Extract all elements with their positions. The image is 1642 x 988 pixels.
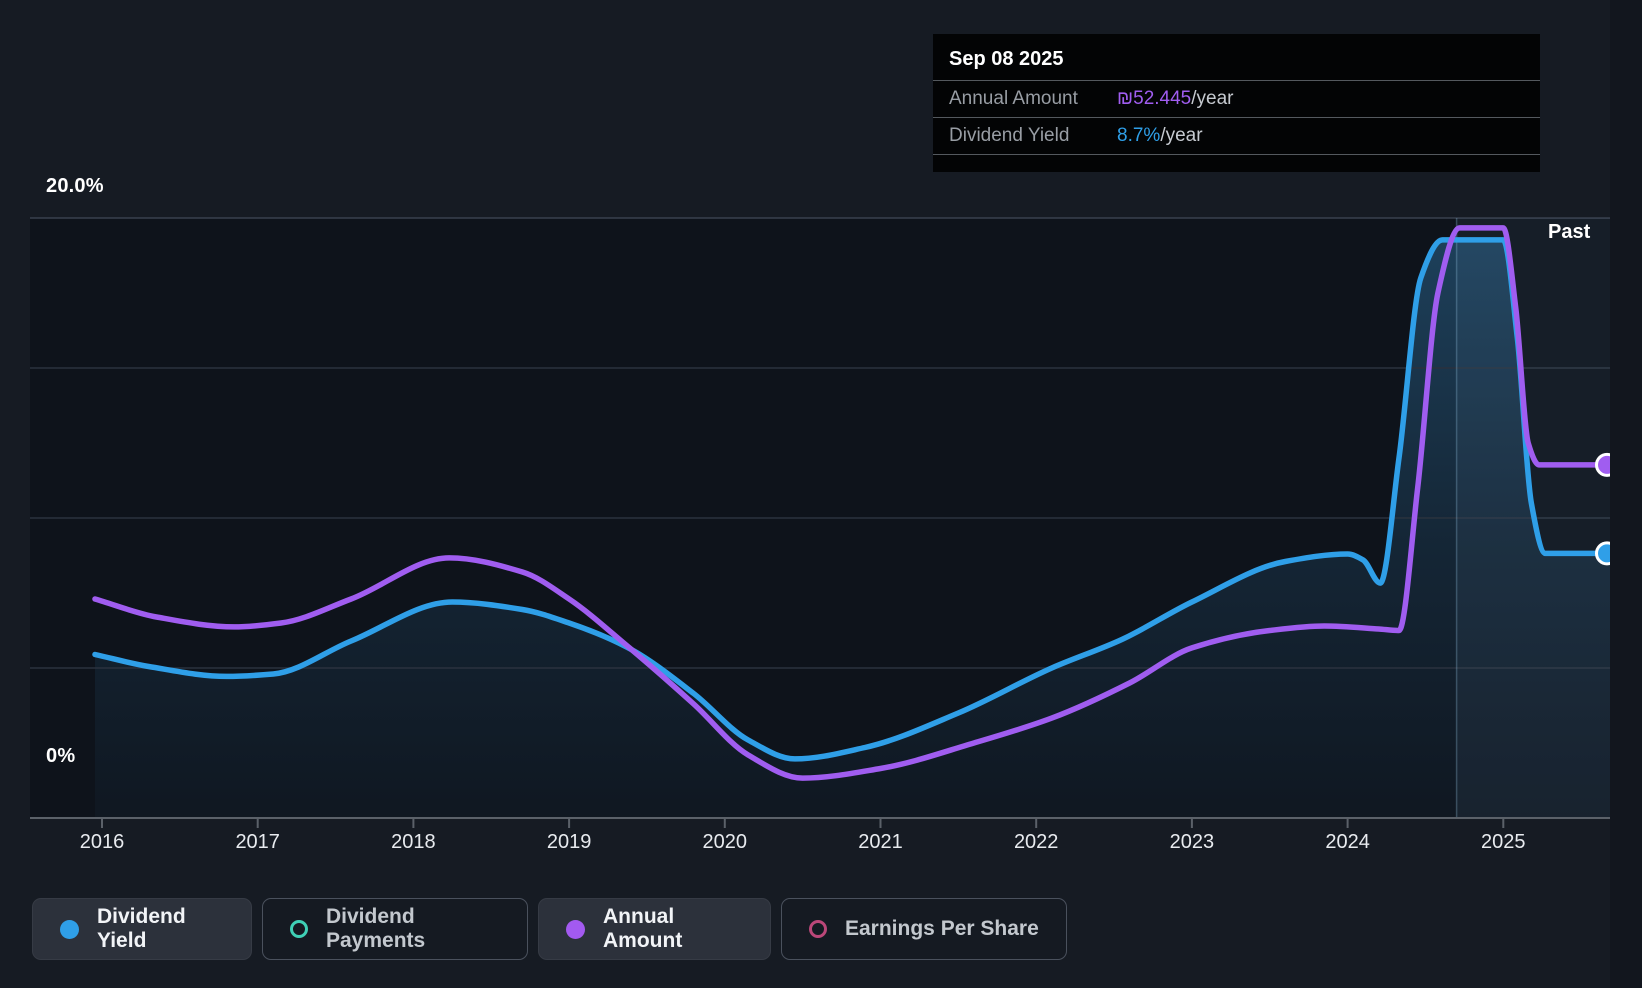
tooltip-date: Sep 08 2025 bbox=[949, 48, 1064, 70]
tooltip-value: 8.7% bbox=[1117, 125, 1161, 146]
tooltip-row-annual-amount: Annual Amount ₪52.445/year bbox=[933, 80, 1540, 117]
dividend-yield-line bbox=[92, 237, 1614, 762]
legend-label: Earnings Per Share bbox=[845, 917, 1039, 940]
x-axis-label-2019: 2019 bbox=[546, 831, 592, 853]
x-axis-label-2017: 2017 bbox=[235, 831, 280, 853]
x-axis-label-2016: 2016 bbox=[79, 831, 125, 853]
dividend-yield-area bbox=[94, 239, 1611, 818]
chart-legend: Dividend Yield Dividend Payments Annual Am… bbox=[32, 898, 1067, 960]
x-axis-label-2021: 2021 bbox=[858, 831, 903, 853]
annual-amount-line bbox=[92, 225, 1614, 781]
past-label: Past bbox=[1548, 221, 1591, 243]
x-axis-label-2020: 2020 bbox=[702, 831, 748, 853]
x-axis-label-2023: 2023 bbox=[1169, 831, 1215, 853]
right-margin bbox=[1610, 0, 1642, 988]
y-axis-zero-label: 0% bbox=[46, 745, 76, 767]
x-axis-label-2022: 2022 bbox=[1013, 831, 1059, 853]
tooltip-value-suffix: /year bbox=[1160, 125, 1203, 146]
tooltip-value-suffix: /year bbox=[1191, 88, 1234, 109]
legend-label: Dividend Yield bbox=[97, 905, 186, 952]
x-axis-label-2024: 2024 bbox=[1325, 831, 1370, 853]
legend-item-dividend-payments[interactable]: Dividend Payments bbox=[262, 898, 528, 960]
x-axis-label-2025: 2025 bbox=[1481, 831, 1526, 853]
annual-amount-marker-icon bbox=[566, 919, 585, 939]
tooltip-label: Dividend Yield bbox=[949, 125, 1070, 146]
earnings-per-share-marker-icon bbox=[809, 920, 827, 938]
legend-item-dividend-yield[interactable]: Dividend Yield bbox=[32, 898, 252, 960]
legend-label: Annual Amount bbox=[603, 905, 683, 952]
legend-label: Dividend Payments bbox=[326, 905, 426, 952]
chart-tooltip: Sep 08 2025 Annual Amount ₪52.445/year Div… bbox=[933, 34, 1540, 172]
tooltip-footer bbox=[933, 154, 1540, 172]
tooltip-value: ₪52.445 bbox=[1117, 88, 1192, 109]
tooltip-label: Annual Amount bbox=[949, 88, 1078, 109]
legend-item-earnings-per-share[interactable]: Earnings Per Share bbox=[781, 898, 1067, 960]
x-axis-label-2018: 2018 bbox=[391, 831, 436, 853]
dividend-yield-marker-icon bbox=[60, 919, 79, 939]
legend-item-annual-amount[interactable]: Annual Amount bbox=[538, 898, 771, 960]
y-axis-top-label: 20.0% bbox=[46, 175, 104, 197]
dividend-payments-marker-icon bbox=[290, 920, 308, 938]
tooltip-row-dividend-yield: Dividend Yield 8.7%/year bbox=[933, 117, 1540, 154]
